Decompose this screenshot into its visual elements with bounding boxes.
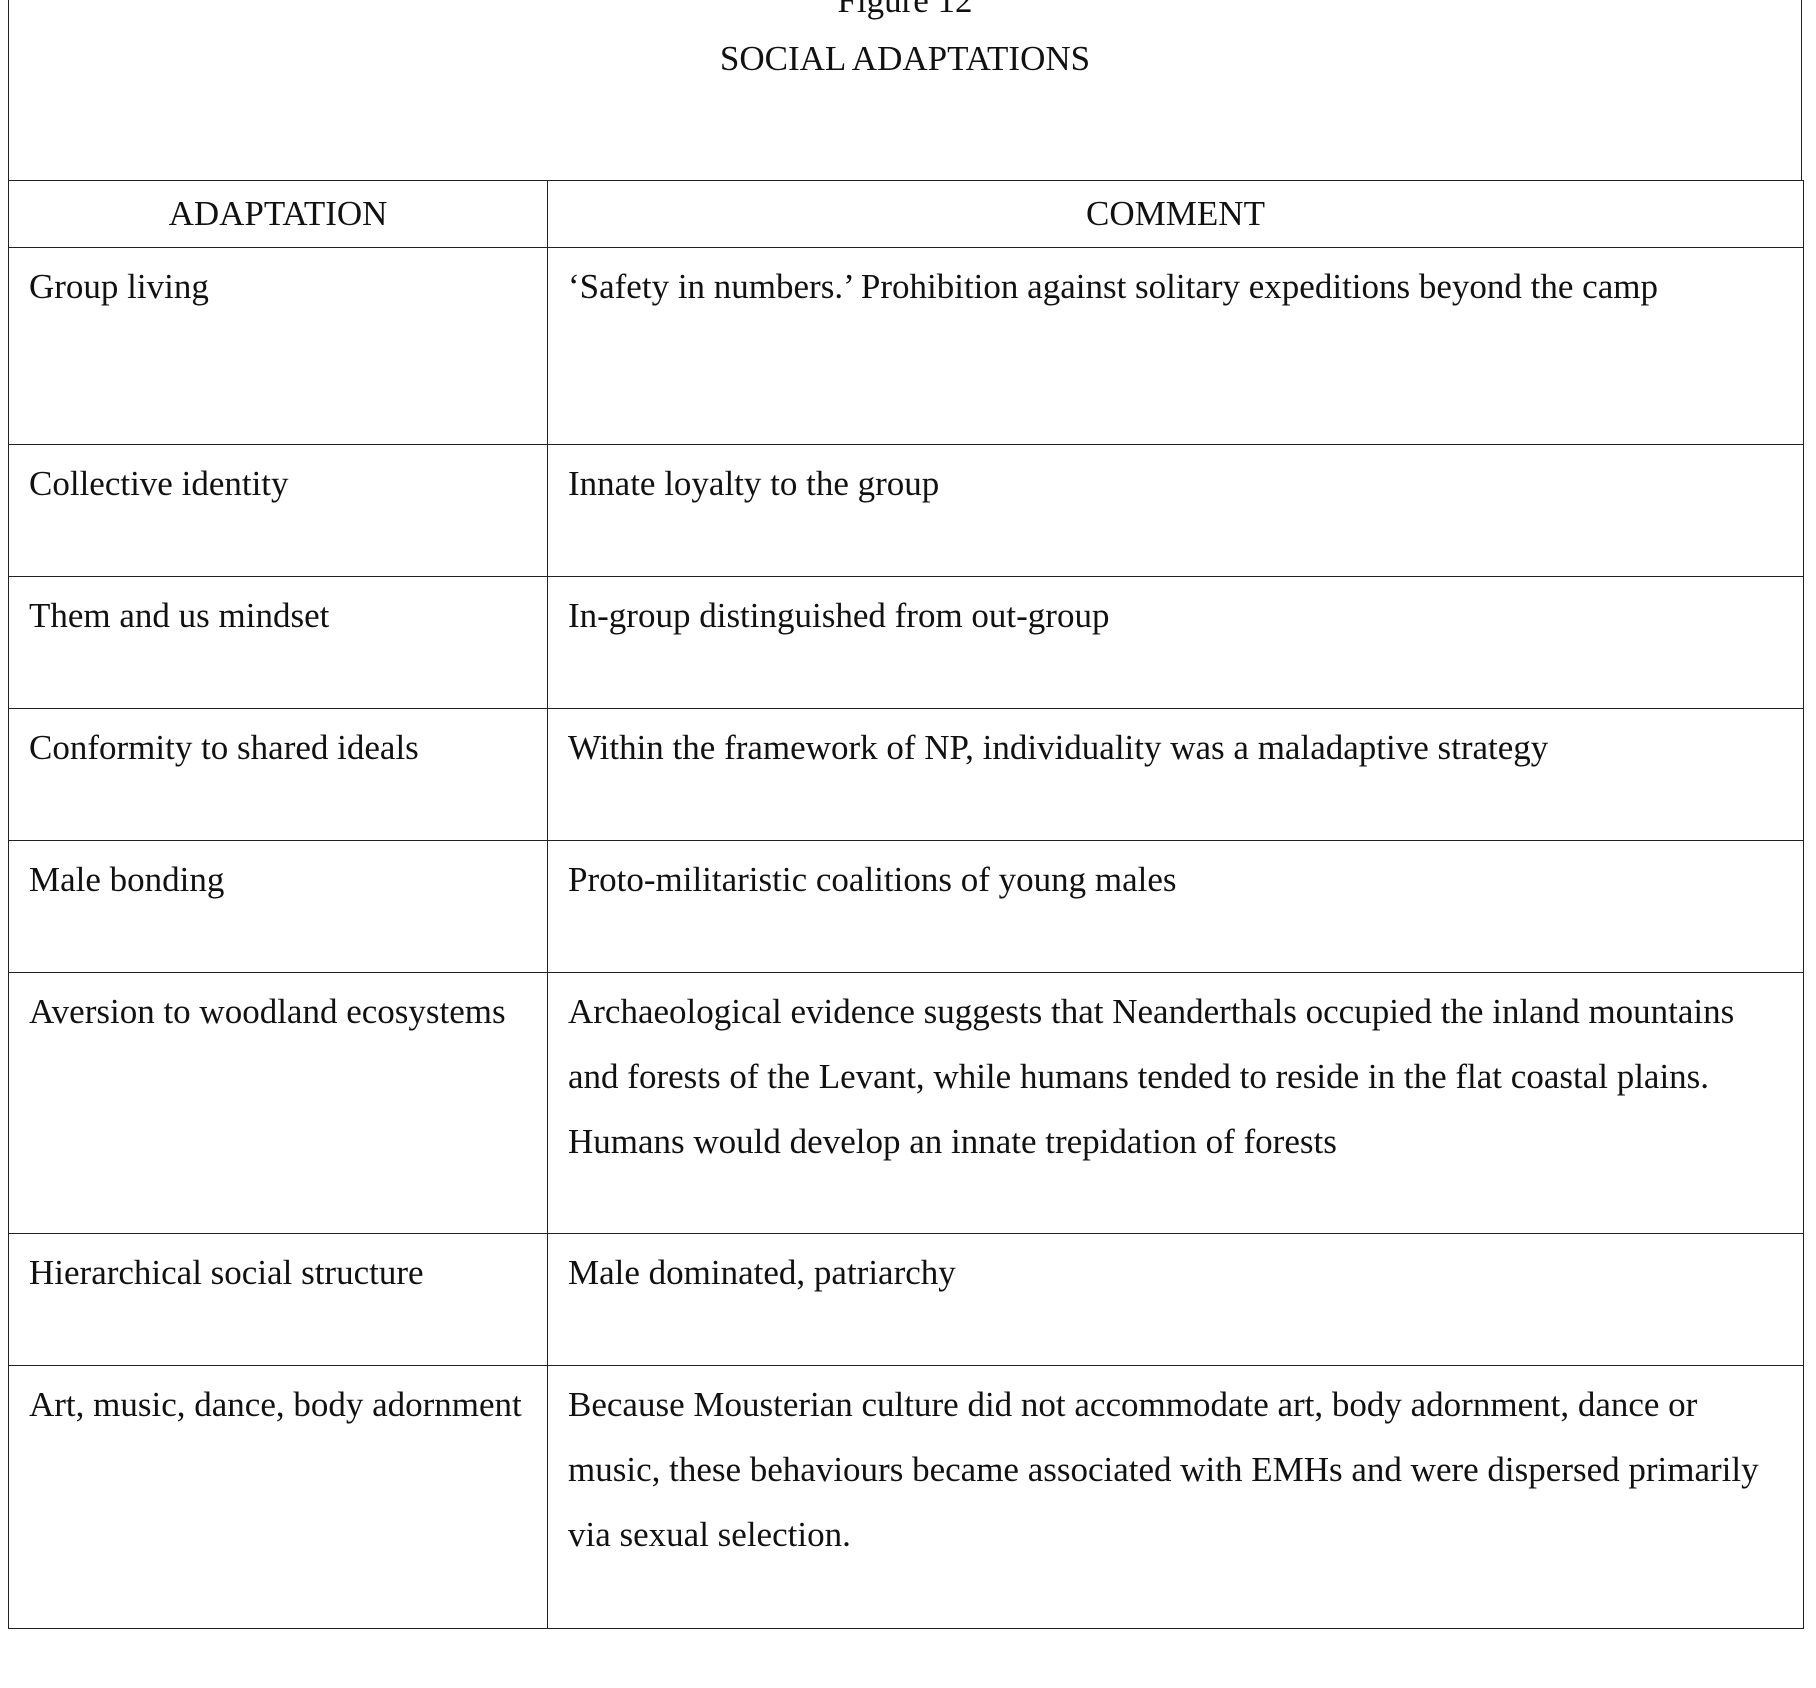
- adaptation-cell: Collective identity: [8, 444, 548, 577]
- figure-label: Figure 12: [837, 0, 973, 20]
- table-row: Conformity to shared ideals Within the fr…: [8, 708, 1804, 841]
- table-row: Them and us mindset In-group distinguishe…: [8, 576, 1804, 709]
- table-row: Aversion to woodland ecosystems Archaeolo…: [8, 972, 1804, 1234]
- comment-cell: Because Mousterian culture did not accom…: [547, 1365, 1804, 1629]
- adaptation-cell: Group living: [8, 247, 548, 445]
- comment-cell: Archaeological evidence suggests that Ne…: [547, 972, 1804, 1234]
- table-row: Collective identity Innate loyalty to the…: [8, 444, 1804, 577]
- column-header: COMMENT: [547, 180, 1804, 248]
- figure-title: SOCIAL ADAPTATIONS: [719, 39, 1091, 78]
- comment-cell: Proto-militaristic coalitions of young m…: [547, 840, 1804, 973]
- comment-cell: Innate loyalty to the group: [547, 444, 1804, 577]
- header-row: ADAPTATION COMMENT: [8, 180, 1804, 248]
- comment-cell: Within the framework of NP, individualit…: [547, 708, 1804, 841]
- adaptations-table: ADAPTATION COMMENT Group living ‘Safety in…: [8, 180, 1804, 1629]
- adaptation-cell: Them and us mindset: [8, 576, 548, 709]
- column-header: ADAPTATION: [8, 180, 548, 248]
- adaptation-cell: Male bonding: [8, 840, 548, 973]
- adaptation-cell: Conformity to shared ideals: [8, 708, 548, 841]
- comment-cell: Male dominated, patriarchy: [547, 1233, 1804, 1366]
- table-row: Art, music, dance, body adornment Because…: [8, 1365, 1804, 1629]
- table-row: Group living ‘Safety in numbers.’ Prohibi…: [8, 247, 1804, 445]
- table-row: Male bonding Proto-militaristic coalition…: [8, 840, 1804, 973]
- adaptation-cell: Aversion to woodland ecosystems: [8, 972, 548, 1234]
- adaptation-cell: Art, music, dance, body adornment: [8, 1365, 548, 1629]
- table-row: Hierarchical social structure Male domina…: [8, 1233, 1804, 1366]
- comment-cell: ‘Safety in numbers.’ Prohibition against…: [547, 247, 1804, 445]
- adaptation-cell: Hierarchical social structure: [8, 1233, 548, 1366]
- caption-box: Figure 12 SOCIAL ADAPTATIONS: [8, 0, 1802, 180]
- comment-cell: In-group distinguished from out-group: [547, 576, 1804, 709]
